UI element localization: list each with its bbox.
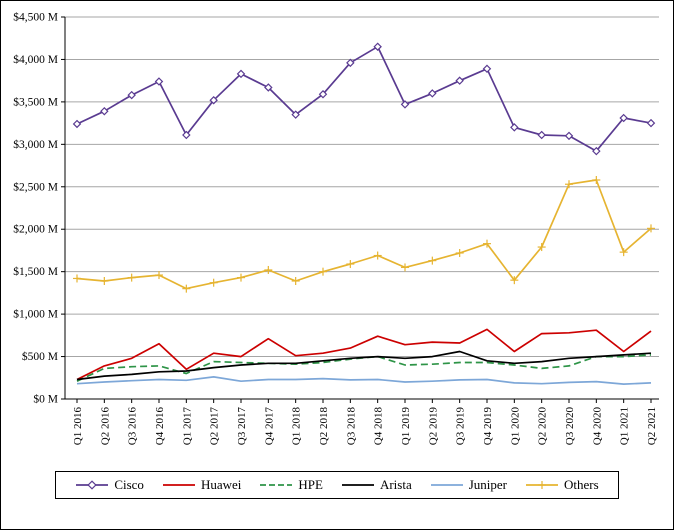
x-tick-label: Q3 2020 [564, 407, 576, 446]
y-tick-label: $2,500 M [13, 180, 58, 193]
y-tick-label: $3,500 M [13, 95, 58, 108]
diamond-marker [646, 118, 656, 128]
y-tick-label: $3,000 M [13, 138, 58, 151]
diamond-marker [100, 106, 109, 116]
gridlines [61, 16, 659, 400]
x-tick-label: Q2 2020 [537, 407, 549, 446]
y-tick-label: $1,000 M [13, 308, 58, 321]
series-cisco [72, 42, 656, 156]
diamond-marker [537, 130, 546, 140]
x-tick-label: Q2 2019 [427, 407, 439, 446]
legend-label: Others [564, 477, 599, 492]
x-tick-label: Q3 2019 [455, 407, 467, 446]
legend-label: Juniper [468, 477, 507, 492]
x-tick-label: Q4 2018 [373, 407, 385, 446]
diamond-marker [72, 119, 82, 129]
x-tick-label: Q2 2016 [99, 407, 111, 446]
diamond-marker [564, 131, 574, 141]
diamond-marker [482, 64, 492, 74]
legend-item-hpe: HPE [259, 477, 323, 493]
y-tick-label: $4,500 M [13, 11, 58, 24]
diamond-marker [592, 146, 601, 156]
y-axis-labels: $0 M $500 M $1,000 M $1,500 M $2,000 M $2,500… [13, 11, 58, 406]
legend-item-huawei: Huawei [162, 477, 241, 493]
x-tick-label: Q3 2016 [127, 407, 139, 446]
x-tick-label: Q4 2016 [154, 407, 166, 446]
legend-label: Arista [379, 477, 412, 492]
legend-label: Cisco [114, 477, 144, 492]
legend-line-sample-huawei [162, 484, 195, 486]
legend-item-cisco: Cisco [75, 477, 144, 493]
x-tick-label: Q1 2019 [400, 407, 412, 446]
chart-legend: Cisco Huawei HPE Arista Juniper Others [55, 471, 619, 499]
x-tick-label: Q1 2021 [619, 407, 631, 445]
diamond-marker [87, 480, 97, 490]
diamond-marker [182, 130, 191, 140]
x-tick-label: Q2 2018 [318, 407, 330, 446]
x-tick-label: Q1 2016 [72, 407, 84, 446]
x-tick-label: Q2 2021 [646, 407, 658, 445]
legend-line-sample-juniper [430, 484, 463, 486]
diamond-marker [154, 77, 164, 86]
legend-line-sample-cisco [76, 480, 109, 490]
series-others [73, 175, 655, 293]
diamond-marker [373, 42, 382, 51]
legend-line-sample-hpe [260, 484, 293, 486]
y-tick-label: $0 M [33, 393, 58, 406]
diamond-marker [236, 69, 246, 79]
x-tick-label: Q4 2017 [263, 407, 275, 446]
x-axis-labels: Q1 2016 Q2 2016 Q3 2016 Q4 2016 Q1 2017 Q2 20… [72, 399, 658, 445]
x-tick-label: Q4 2019 [482, 407, 494, 446]
series-juniper [76, 376, 652, 385]
y-tick-label: $500 M [22, 350, 58, 363]
x-tick-label: Q1 2020 [509, 407, 521, 446]
diamond-marker [264, 83, 273, 92]
diamond-marker [346, 58, 355, 68]
legend-item-others: Others [525, 477, 599, 493]
diamond-marker [510, 123, 519, 132]
legend-item-arista: Arista [341, 477, 412, 493]
diamond-marker [209, 95, 218, 105]
y-tick-label: $1,500 M [13, 265, 58, 278]
diamond-marker [619, 113, 628, 123]
diamond-marker [291, 110, 300, 119]
series-arista [76, 350, 652, 381]
legend-label: HPE [298, 477, 323, 492]
diamond-marker [127, 90, 136, 100]
legend-label: Huawei [200, 477, 242, 492]
line-chart: $0 M $500 M $1,000 M $1,500 M $2,000 M $2,500… [13, 11, 659, 445]
y-tick-label: $4,000 M [13, 53, 58, 66]
legend-line-sample-others [526, 481, 558, 489]
diamond-marker [318, 90, 328, 99]
legend-line-sample-arista [341, 484, 374, 486]
x-tick-label: Q2 2017 [209, 407, 221, 446]
series-hpe [76, 354, 652, 382]
diamond-marker [455, 76, 464, 85]
legend-item-juniper: Juniper [430, 477, 507, 493]
y-tick-label: $2,000 M [13, 223, 58, 236]
series-huawei [76, 328, 652, 381]
x-tick-label: Q1 2018 [291, 407, 303, 446]
x-tick-label: Q4 2020 [591, 407, 603, 446]
diamond-marker [400, 100, 410, 109]
x-tick-label: Q1 2017 [181, 407, 193, 446]
x-tick-label: Q3 2018 [345, 407, 357, 446]
diamond-marker [428, 89, 437, 98]
x-tick-label: Q3 2017 [236, 407, 248, 446]
